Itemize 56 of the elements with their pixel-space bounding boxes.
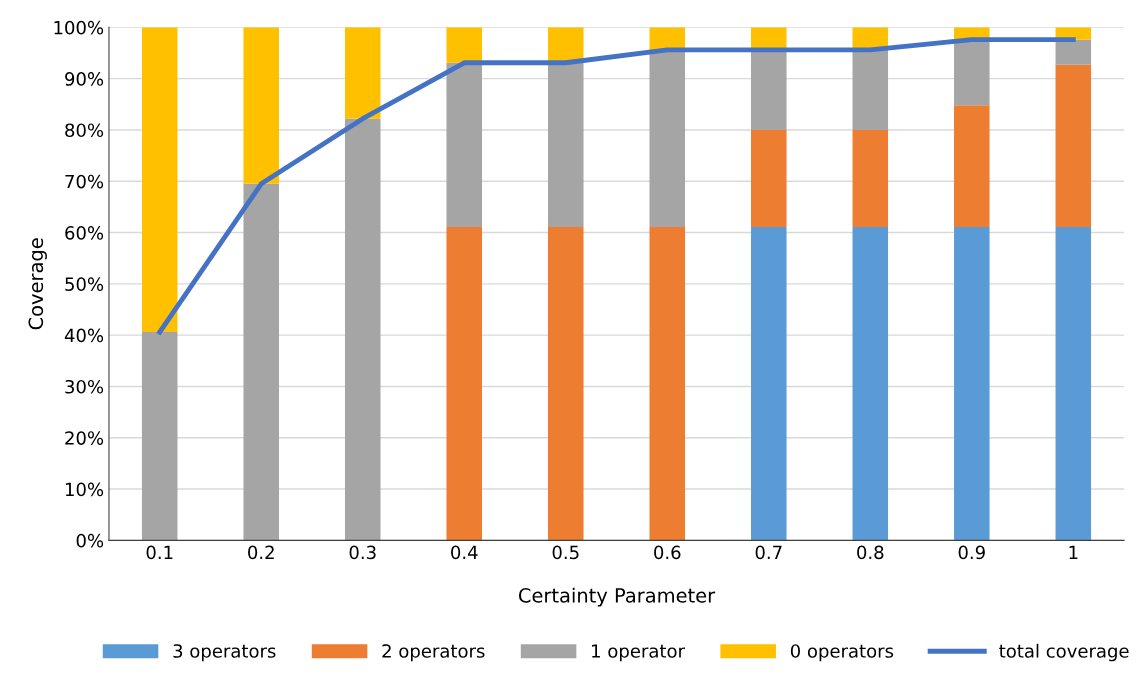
bar [446,62,483,227]
bar [751,226,787,541]
bar [852,226,889,541]
x-tick-label: 0.3 [349,545,376,560]
bar [1055,226,1092,541]
bar [852,129,889,227]
bar [954,105,990,227]
bar [446,226,483,541]
bar [547,27,584,63]
y-tick-label: 0% [76,533,104,548]
y-tick-label: 80% [65,123,104,138]
legend-label: 0 operators [790,644,894,662]
bar [141,332,178,541]
bar [649,49,686,227]
bar [954,226,990,541]
line-series [157,37,1076,335]
x-tick-label: 0.9 [958,545,985,560]
x-tick-label: 0.4 [451,545,478,560]
legend-label: 2 operators [382,644,485,662]
x-tick-label: 0.1 [146,545,173,560]
legend-label: 1 operator [592,644,685,662]
bar [751,129,787,227]
bar [1055,39,1092,65]
y-tick-label: 100% [54,20,104,35]
bar [446,27,483,63]
y-tick-label: 90% [65,72,104,86]
bar [751,27,787,50]
y-tick-label: 70% [65,174,104,189]
y-axis-title: Coverage [28,238,47,330]
x-tick-label: 0.2 [248,545,274,560]
legend-label: 3 operators [173,644,276,662]
bar [751,49,787,130]
y-tick-label: 30% [65,379,104,394]
x-axis-title: Certainty Parameter [518,587,716,607]
y-tick-label: 60% [65,226,104,240]
x-tick-label: 0.8 [857,545,884,560]
bar [649,226,686,541]
bar [344,27,381,119]
x-tick-label: 0.6 [654,545,681,560]
bar [243,183,279,541]
bar [954,39,990,106]
legend-label: total coverage [999,643,1129,662]
bar [141,27,178,333]
y-tick-label: 20% [65,431,104,445]
x-tick-label: 0.5 [552,545,579,560]
bar [852,49,889,130]
bar [547,62,584,227]
y-tick-label: 40% [64,328,104,343]
y-tick-label: 50% [65,277,104,291]
y-tick-label: 10% [65,482,104,497]
bar [344,118,381,541]
bar [243,27,279,184]
x-tick-label: 0.7 [755,545,782,560]
bar [1055,64,1092,227]
bar [547,226,584,541]
x-tick-label: 1 [1069,545,1078,559]
